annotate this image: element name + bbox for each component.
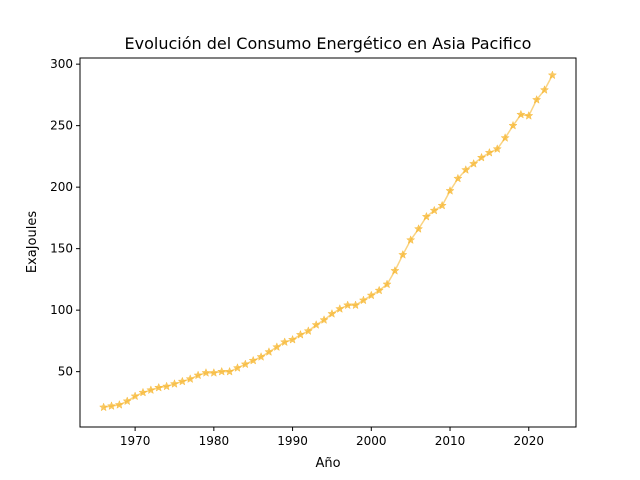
data-point <box>390 265 400 275</box>
data-point <box>531 94 542 104</box>
data-point <box>193 370 203 380</box>
data-point <box>232 363 243 372</box>
data-point <box>358 295 369 305</box>
data-point <box>122 396 132 406</box>
data-point <box>508 120 518 130</box>
data-point <box>201 367 211 377</box>
data-point <box>130 391 140 401</box>
data-point <box>240 359 250 369</box>
data-point <box>539 85 550 94</box>
data-point <box>146 385 156 395</box>
x-tick-label: 2000 <box>356 434 387 448</box>
y-axis-label: ExaJoules <box>25 211 40 274</box>
y-axis-ticks: 50 100 150 200 250 300 <box>50 57 80 379</box>
data-point <box>114 399 125 409</box>
data-point <box>421 211 432 221</box>
data-point <box>98 402 109 412</box>
x-axis-label: Año <box>315 456 340 471</box>
data-point <box>492 144 502 153</box>
data-point <box>350 300 361 310</box>
data-point <box>461 165 471 174</box>
data-point <box>303 326 313 336</box>
data-point <box>413 224 424 233</box>
y-tick-label: 300 <box>50 57 73 71</box>
data-point <box>524 110 534 120</box>
x-tick-label: 1990 <box>277 434 308 448</box>
data-point <box>547 70 558 80</box>
x-tick-label: 1980 <box>199 434 230 448</box>
data-point <box>406 235 416 245</box>
data-point <box>311 320 321 329</box>
data-point <box>366 290 376 300</box>
data-point <box>154 382 164 392</box>
data-point <box>382 279 392 289</box>
data-point <box>217 366 227 376</box>
data-point <box>398 249 408 259</box>
plot-area <box>98 70 558 412</box>
data-point <box>224 366 235 376</box>
series-line <box>103 74 554 409</box>
data-point <box>256 351 266 361</box>
x-tick-label: 1970 <box>120 434 151 448</box>
data-point <box>264 347 274 356</box>
data-point <box>295 329 306 339</box>
data-point <box>272 342 282 352</box>
data-point <box>138 387 148 397</box>
data-point <box>445 185 455 195</box>
data-point <box>343 300 353 310</box>
x-tick-label: 2020 <box>513 434 544 448</box>
x-tick-label: 2010 <box>435 434 466 448</box>
axes-frame <box>79 57 577 428</box>
data-point <box>106 401 117 411</box>
data-point <box>248 355 258 365</box>
data-point <box>169 379 180 388</box>
data-point <box>516 109 526 119</box>
data-point <box>429 205 439 215</box>
y-tick-label: 200 <box>50 180 73 194</box>
data-point <box>500 133 510 142</box>
data-point <box>287 334 298 344</box>
data-point <box>469 158 479 168</box>
x-axis-ticks: 1970 1980 1990 2000 2010 2020 <box>120 427 544 448</box>
y-tick-label: 250 <box>50 119 73 133</box>
data-point <box>453 173 463 183</box>
data-point <box>327 308 337 318</box>
y-tick-label: 150 <box>50 242 73 256</box>
y-tick-label: 100 <box>50 303 73 317</box>
data-point <box>484 147 495 157</box>
data-point <box>374 285 384 295</box>
data-point <box>280 337 290 347</box>
y-tick-label: 50 <box>58 365 73 379</box>
data-point <box>209 367 219 377</box>
data-point <box>476 152 487 162</box>
data-point <box>437 200 447 210</box>
chart-title: Evolución del Consumo Energético en Asia… <box>125 34 532 53</box>
data-point <box>177 376 187 386</box>
data-point <box>161 381 172 391</box>
data-point <box>335 304 345 313</box>
data-point <box>185 374 195 383</box>
data-point <box>319 315 329 324</box>
